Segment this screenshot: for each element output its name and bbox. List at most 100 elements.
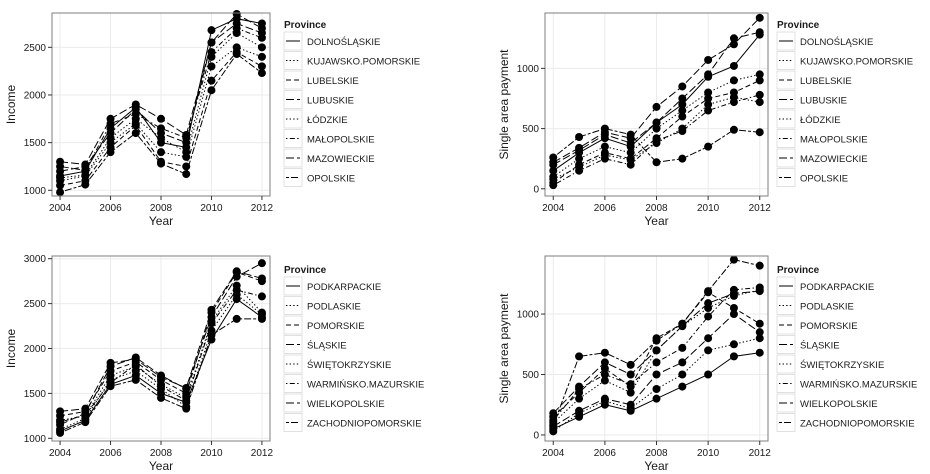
legend-item: KUJAWSKO.POMORSKIE bbox=[776, 51, 913, 70]
legend-item: PODKARPACKIE bbox=[776, 276, 874, 296]
data-point bbox=[207, 48, 216, 57]
legend-key bbox=[283, 51, 303, 70]
data-point bbox=[182, 131, 191, 139]
data-point bbox=[600, 364, 609, 373]
data-point bbox=[729, 303, 738, 312]
data-point bbox=[56, 157, 65, 166]
y-axis-title: Single area payment bbox=[497, 49, 511, 160]
legend-label: OPOLSKIE bbox=[800, 174, 848, 185]
legend-label: ZACHODNIOPOMORSKIE bbox=[800, 419, 915, 430]
data-point bbox=[652, 370, 661, 379]
data-point bbox=[131, 129, 140, 138]
data-point bbox=[575, 166, 584, 175]
data-point bbox=[729, 76, 738, 85]
data-point bbox=[704, 106, 713, 115]
data-point bbox=[755, 70, 764, 79]
data-point bbox=[56, 428, 65, 437]
legend-title: Province bbox=[284, 20, 327, 31]
data-point bbox=[131, 121, 140, 130]
legend-label: ŚWIĘTOKRZYSKIE bbox=[800, 359, 884, 371]
x-tick-label: 2008 bbox=[150, 203, 173, 214]
legend: Province PODKARPACKIE PODLASKIE POMORSKIE ŚL… bbox=[283, 265, 424, 432]
legend-label: DOLNOŚLĄSKIE bbox=[800, 36, 873, 48]
legend-label: WARMIŃSKO.MAZURSKIE bbox=[800, 380, 917, 391]
data-point bbox=[755, 90, 764, 99]
legend-item: WARMIŃSKO.MAZURSKIE bbox=[283, 374, 424, 393]
legend-item: MAŁOPOLSKIE bbox=[283, 129, 375, 148]
x-tick-label: 2008 bbox=[150, 448, 173, 459]
legend-label: PODKARPACKIE bbox=[800, 282, 874, 293]
data-point bbox=[600, 348, 609, 357]
x-tick-label: 2012 bbox=[749, 448, 772, 459]
data-point bbox=[652, 346, 661, 355]
y-tick-label: 1500 bbox=[24, 389, 47, 400]
data-point bbox=[575, 143, 584, 152]
data-point bbox=[56, 418, 65, 427]
legend-item: LUBELSKIE bbox=[776, 70, 852, 90]
x-axis-title: Year bbox=[644, 214, 668, 228]
data-point bbox=[157, 393, 165, 402]
data-point bbox=[106, 358, 115, 367]
x-tick-label: 2012 bbox=[251, 203, 274, 214]
data-point bbox=[678, 112, 687, 121]
legend: Province PODKARPACKIE PODLASKIE POMORSKIE ŚL… bbox=[776, 265, 917, 432]
data-point bbox=[652, 124, 661, 133]
data-point bbox=[729, 125, 738, 134]
series-line-4 bbox=[553, 31, 760, 166]
legend-item: ŁÓDZKIE bbox=[283, 109, 348, 129]
legend-item: MAZOWIECKIE bbox=[776, 148, 868, 168]
legend-label: LUBELSKIE bbox=[307, 76, 359, 87]
data-point bbox=[678, 106, 687, 115]
y-tick-label: 1500 bbox=[24, 138, 47, 149]
data-point bbox=[678, 358, 687, 367]
y-tick-label: 1000 bbox=[517, 310, 540, 321]
y-tick-label: 2500 bbox=[24, 43, 47, 54]
legend: Province DOLNOŚLĄSKIE KUJAWSKO.POMORSKIE LU… bbox=[283, 20, 420, 187]
legend-label: ŚLĄSKIE bbox=[800, 340, 840, 352]
legend-item: OPOLSKIE bbox=[283, 168, 355, 187]
data-point bbox=[678, 370, 687, 379]
data-point bbox=[106, 148, 115, 157]
legend-item: KUJAWSKO.POMORSKIE bbox=[283, 51, 420, 70]
data-point bbox=[704, 55, 713, 64]
data-point bbox=[257, 62, 266, 71]
data-point bbox=[678, 126, 687, 135]
data-point bbox=[652, 385, 661, 394]
data-point bbox=[729, 40, 738, 49]
legend-label: MAZOWIECKIE bbox=[307, 154, 375, 165]
series-line-8 bbox=[59, 53, 263, 193]
x-axis-title: Year bbox=[149, 459, 173, 473]
data-point bbox=[81, 160, 90, 169]
data-point bbox=[755, 98, 764, 107]
legend-title: Province bbox=[284, 265, 327, 276]
data-point bbox=[575, 154, 584, 163]
legend-item: DOLNOŚLĄSKIE bbox=[283, 31, 380, 51]
data-point bbox=[575, 382, 584, 391]
data-point bbox=[652, 394, 661, 403]
legend-item: ŚLĄSKIE bbox=[283, 335, 347, 354]
legend-key bbox=[283, 296, 303, 315]
data-point bbox=[81, 418, 90, 427]
data-point bbox=[704, 334, 713, 343]
data-point bbox=[652, 336, 661, 345]
data-point bbox=[56, 181, 65, 190]
data-point bbox=[207, 319, 216, 328]
data-point bbox=[549, 409, 558, 418]
data-point bbox=[729, 34, 738, 43]
x-tick-label: 2012 bbox=[749, 203, 772, 214]
legend-label: LUBELSKIE bbox=[800, 76, 852, 87]
data-point bbox=[81, 410, 90, 419]
legend-key bbox=[283, 109, 303, 129]
data-point bbox=[755, 28, 764, 37]
data-point bbox=[182, 404, 191, 413]
data-point bbox=[257, 259, 266, 268]
legend-item: DOLNOŚLĄSKIE bbox=[776, 31, 873, 51]
data-point bbox=[157, 148, 165, 157]
data-point bbox=[729, 352, 738, 361]
data-point bbox=[549, 181, 558, 190]
data-point bbox=[157, 373, 165, 382]
data-point bbox=[678, 343, 687, 352]
data-point bbox=[182, 384, 191, 393]
data-point bbox=[131, 375, 140, 384]
